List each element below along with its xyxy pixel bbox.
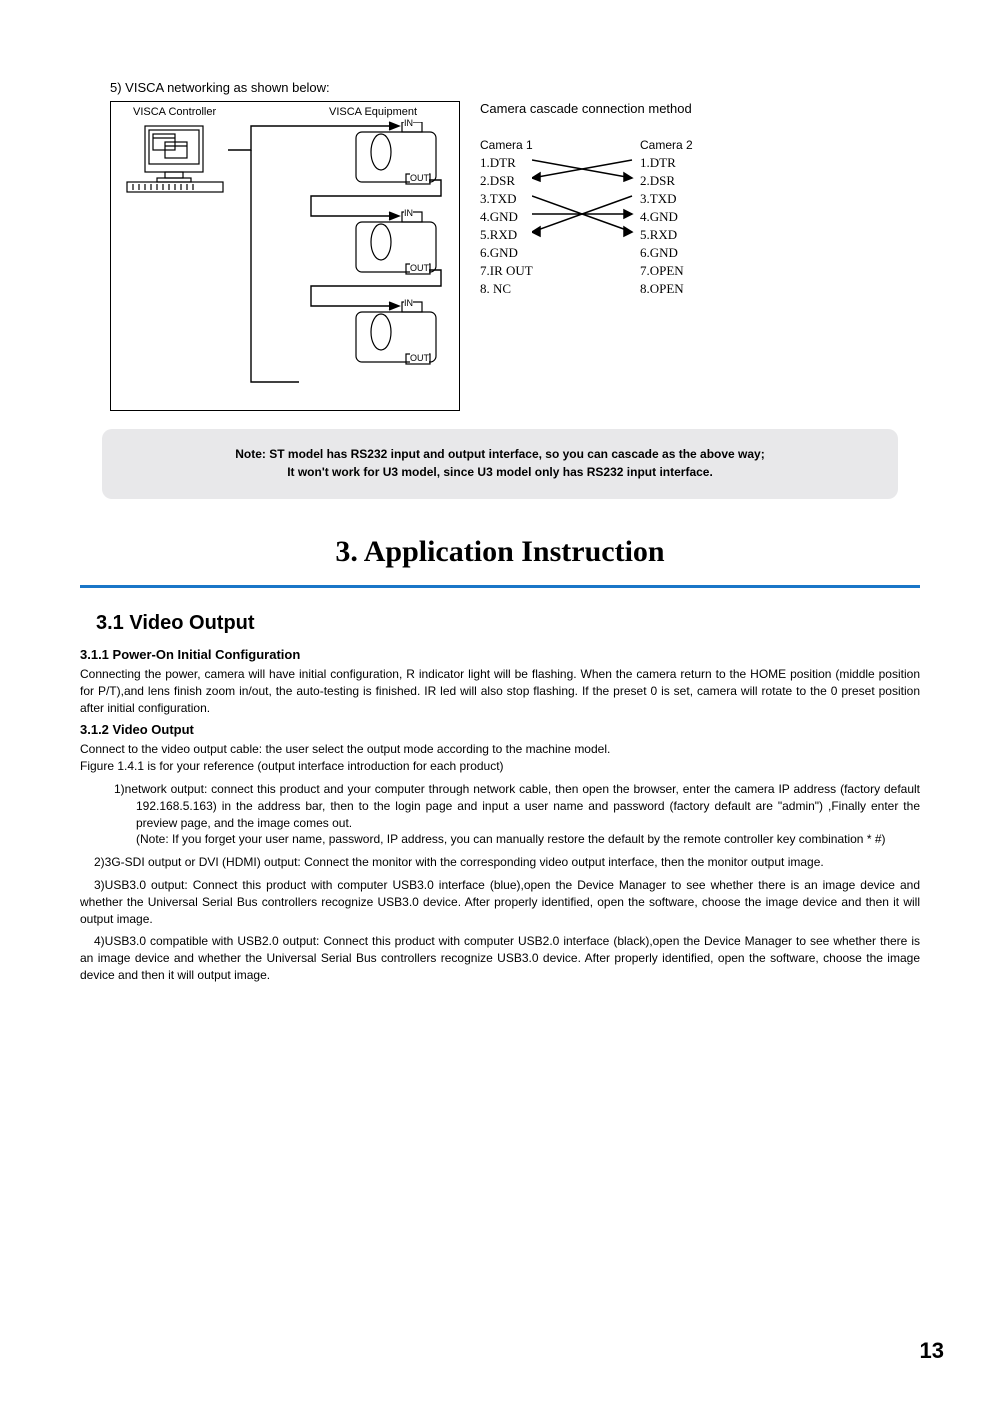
para-3-1-2-item4: 4)USB3.0 compatible with USB2.0 output: … [80,933,920,983]
section-3-1-heading: 3.1 Video Output [96,612,920,635]
diagram-row: VISCA Controller VISCA Equipment [110,101,920,411]
wires-icon [111,102,461,412]
para-3-1-2-item1a: 1)network output: connect this product a… [80,781,920,831]
section-3-1-2-heading: 3.1.2 Video Output [80,722,920,737]
cam1-pin-4: 4.GND [480,208,533,226]
visca-diagram: VISCA Controller VISCA Equipment [110,101,460,411]
cam2-pin-7: 7.OPEN [640,262,693,280]
camera2-heading: Camera 2 [640,138,693,152]
para-3-1-2-item2: 2)3G-SDI output or DVI (HDMI) output: Co… [80,854,920,871]
list-item-5: 5) VISCA networking as shown below: [80,80,920,95]
blue-divider [80,585,920,588]
cam2-pin-4: 4.GND [640,208,693,226]
cam1-pin-8: 8. NC [480,280,533,298]
cam2-pin-6: 6.GND [640,244,693,262]
cam1-pin-7: 7.IR OUT [480,262,533,280]
cam2-pin-1: 1.DTR [640,154,693,172]
cascade-arrows-icon [532,154,642,254]
main-heading: 3. Application Instruction [80,535,920,569]
cam2-pin-2: 2.DSR [640,172,693,190]
section-3-1-1-heading: 3.1.1 Power-On Initial Configuration [80,647,920,662]
cam1-pin-1: 1.DTR [480,154,533,172]
para-3-1-2-item3: 3)USB3.0 output: Connect this product wi… [80,877,920,927]
para-3-1-2-item1b: (Note: If you forget your user name, pas… [80,831,920,848]
note-line-1: Note: ST model has RS232 input and outpu… [132,445,868,463]
camera1-heading: Camera 1 [480,138,533,152]
note-line-2: It won't work for U3 model, since U3 mod… [132,463,868,481]
cam1-pin-3: 3.TXD [480,190,533,208]
cam2-pin-5: 5.RXD [640,226,693,244]
cam1-pin-5: 5.RXD [480,226,533,244]
para-3-1-1: Connecting the power, camera will have i… [80,666,920,716]
cam2-pin-3: 3.TXD [640,190,693,208]
note-box: Note: ST model has RS232 input and outpu… [102,429,898,499]
cascade-section: Camera cascade connection method Camera … [480,101,840,411]
page-number: 13 [920,1338,944,1364]
cam1-pin-6: 6.GND [480,244,533,262]
cascade-title: Camera cascade connection method [480,101,840,116]
para-3-1-2-intro2: Figure 1.4.1 is for your reference (outp… [80,758,920,775]
cam1-pin-2: 2.DSR [480,172,533,190]
cam2-pin-8: 8.OPEN [640,280,693,298]
para-3-1-2-intro1: Connect to the video output cable: the u… [80,741,920,758]
